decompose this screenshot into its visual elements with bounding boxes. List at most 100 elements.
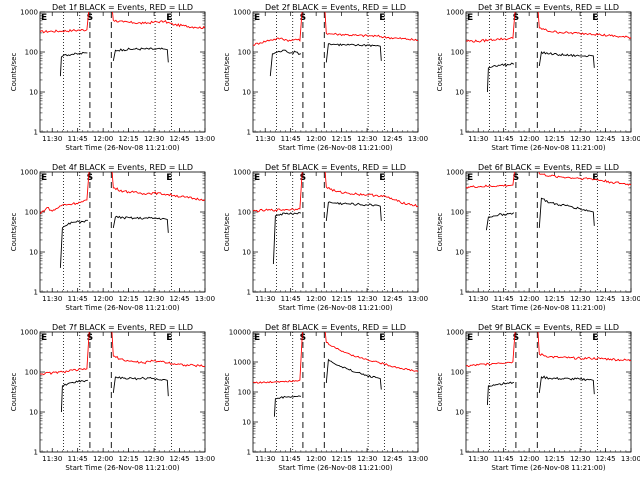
lld-series-line xyxy=(466,172,631,189)
events-series-line xyxy=(538,50,595,68)
y-tick-label: 1 xyxy=(247,129,251,137)
plot-frame xyxy=(252,11,419,133)
lld-series-line xyxy=(253,12,418,46)
y-axis-label: Counts/sec xyxy=(436,213,444,252)
plot-frame xyxy=(465,171,632,293)
y-tick-label: 1 xyxy=(460,449,464,457)
x-tick-label: 12:30 xyxy=(570,295,590,303)
panel-title: Det 7f BLACK = Events, RED = LLD xyxy=(52,323,193,332)
events-series-line xyxy=(325,43,382,63)
plot-frame xyxy=(465,11,632,133)
x-tick-label: 12:45 xyxy=(169,455,189,463)
x-tick-label: 12:15 xyxy=(119,295,139,303)
plot-frame xyxy=(465,331,632,453)
plot-frame xyxy=(39,171,206,293)
x-tick-label: 12:30 xyxy=(144,295,164,303)
y-tick-label: 1 xyxy=(460,129,464,137)
y-tick-label: 1000 xyxy=(20,9,38,17)
panel-title: Det 8f BLACK = Events, RED = LLD xyxy=(265,323,406,332)
lld-series-line xyxy=(40,12,205,34)
x-tick-label: 11:45 xyxy=(68,135,88,143)
events-series-line xyxy=(272,212,301,265)
series-group xyxy=(40,12,205,77)
x-tick-label: 12:15 xyxy=(332,455,352,463)
x-tick-label: 12:30 xyxy=(144,455,164,463)
y-tick-label: 1000 xyxy=(233,359,251,367)
event-marker-s: S xyxy=(300,13,306,23)
events-series-line xyxy=(485,212,514,231)
y-tick-label: 1 xyxy=(34,289,38,297)
series-group xyxy=(253,332,418,417)
x-tick-label: 12:15 xyxy=(332,295,352,303)
y-tick-label: 10000 xyxy=(229,329,251,337)
event-marker-s: S xyxy=(87,13,93,23)
x-tick-label: 12:30 xyxy=(570,135,590,143)
event-marker-e: E xyxy=(379,173,385,183)
x-tick-label: 12:45 xyxy=(595,295,615,303)
y-tick-label: 100 xyxy=(25,209,38,217)
events-series-line xyxy=(59,219,88,268)
x-tick-label: 12:30 xyxy=(357,295,377,303)
x-tick-label: 12:00 xyxy=(519,295,539,303)
events-series-line xyxy=(538,375,595,395)
x-tick-label: 13:00 xyxy=(621,455,640,463)
x-tick-label: 12:15 xyxy=(332,135,352,143)
y-tick-label: 1 xyxy=(460,289,464,297)
y-tick-label: 10 xyxy=(29,409,38,417)
y-tick-label: 1000 xyxy=(20,329,38,337)
y-axis-label: Counts/sec xyxy=(10,373,18,412)
x-tick-label: 13:00 xyxy=(621,295,640,303)
series-group xyxy=(466,172,631,231)
event-marker-e: E xyxy=(467,333,473,343)
x-tick-label: 12:15 xyxy=(119,135,139,143)
x-tick-label: 13:00 xyxy=(195,135,215,143)
x-tick-label: 11:45 xyxy=(494,295,514,303)
x-tick-label: 13:00 xyxy=(195,455,215,463)
x-axis-label: Start Time (26-Nov-08 11:21:00) xyxy=(65,144,179,152)
x-tick-label: 11:30 xyxy=(468,135,488,143)
y-tick-label: 100 xyxy=(238,389,251,397)
x-tick-label: 13:00 xyxy=(408,455,428,463)
y-tick-label: 100 xyxy=(25,369,38,377)
plot-frame xyxy=(39,331,206,453)
event-marker-s: S xyxy=(300,333,306,343)
lld-series-line xyxy=(40,332,205,376)
x-tick-label: 11:30 xyxy=(42,295,62,303)
event-marker-s: S xyxy=(87,173,93,183)
x-tick-label: 12:00 xyxy=(306,295,326,303)
x-tick-label: 11:30 xyxy=(255,135,275,143)
y-tick-label: 1000 xyxy=(233,9,251,17)
x-tick-label: 11:45 xyxy=(494,135,514,143)
panel-title: Det 5f BLACK = Events, RED = LLD xyxy=(265,163,406,172)
event-marker-e: E xyxy=(166,173,172,183)
panel-det-1: Det 1f BLACK = Events, RED = LLD 1 10 100 10… xyxy=(10,3,215,152)
x-tick-label: 12:30 xyxy=(357,135,377,143)
event-marker-s: S xyxy=(513,173,519,183)
x-axis-label: Start Time (26-Nov-08 11:21:00) xyxy=(491,464,605,472)
event-marker-e: E xyxy=(254,333,260,343)
y-axis-label: Counts/sec xyxy=(436,373,444,412)
x-tick-label: 11:45 xyxy=(281,295,301,303)
events-series-line xyxy=(269,49,301,77)
y-tick-label: 1000 xyxy=(446,329,464,337)
series-group xyxy=(40,332,205,413)
lld-series-line xyxy=(253,332,418,384)
series-group xyxy=(40,172,205,268)
x-tick-label: 13:00 xyxy=(408,295,428,303)
panel-det-6: Det 6f BLACK = Events, RED = LLD 1 10 100 10… xyxy=(436,163,640,312)
y-tick-label: 10 xyxy=(455,89,464,97)
y-tick-label: 100 xyxy=(451,369,464,377)
events-series-line xyxy=(486,381,514,406)
x-tick-label: 11:30 xyxy=(255,295,275,303)
panel-title: Det 9f BLACK = Events, RED = LLD xyxy=(478,323,619,332)
y-tick-label: 10 xyxy=(455,249,464,257)
y-tick-label: 1 xyxy=(34,449,38,457)
plot-frame xyxy=(252,171,419,293)
x-tick-label: 12:45 xyxy=(595,455,615,463)
x-axis-label: Start Time (26-Nov-08 11:21:00) xyxy=(491,144,605,152)
series-group xyxy=(466,12,631,93)
panel-title: Det 1f BLACK = Events, RED = LLD xyxy=(52,3,193,12)
x-tick-label: 12:00 xyxy=(93,135,113,143)
